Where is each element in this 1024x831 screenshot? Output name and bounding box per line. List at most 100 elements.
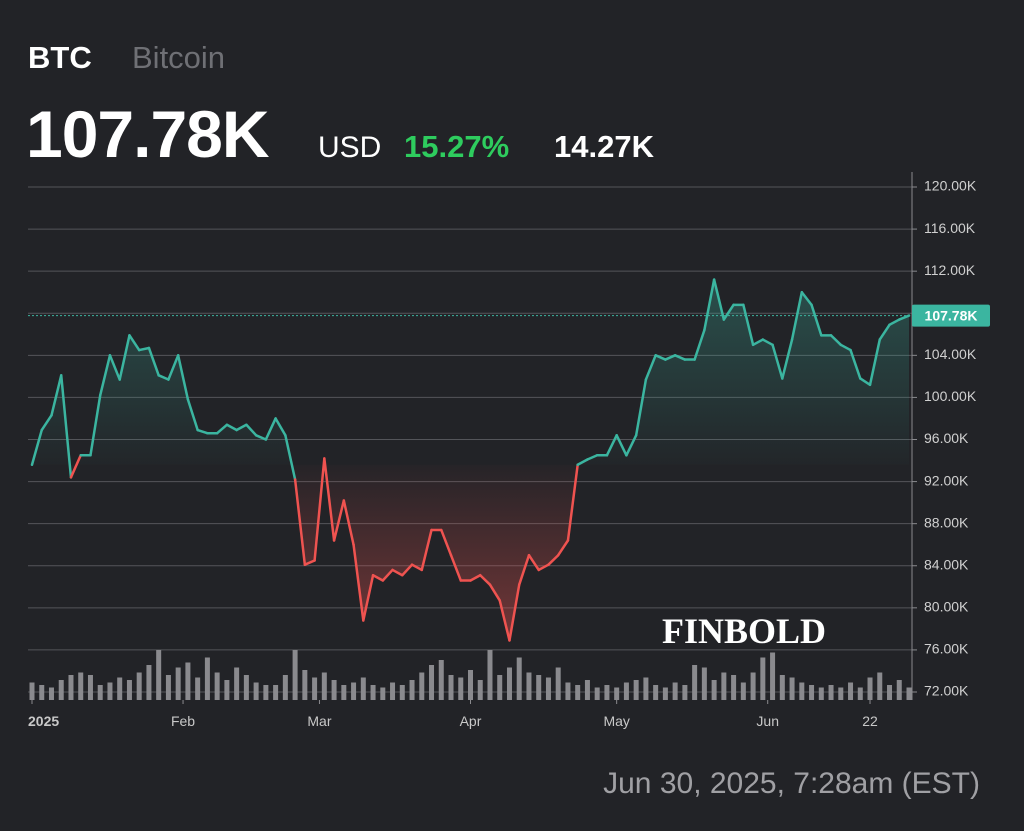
- volume-bar: [536, 675, 542, 700]
- volume-bar: [623, 682, 629, 700]
- volume-bar: [770, 652, 776, 700]
- volume-bar: [195, 677, 201, 700]
- volume-bar: [487, 650, 493, 700]
- volume-bar: [390, 682, 396, 700]
- x-tick-label: Mar: [307, 713, 331, 729]
- volume-bar: [68, 675, 74, 700]
- price-line-segment: [800, 290, 813, 307]
- volume-bar: [58, 680, 64, 700]
- last-price-label: 107.78K: [925, 307, 978, 323]
- volume-bar: [789, 677, 795, 700]
- volume-bar: [185, 662, 191, 700]
- volume-bar: [146, 665, 152, 700]
- last-price-badge: [912, 304, 990, 327]
- plot-area: 72.00K 76.00K 80.00K 84.00K 88.00K 92.00K 96.0…: [28, 172, 990, 729]
- volume-bar: [282, 675, 288, 700]
- price-line-segment: [176, 354, 190, 401]
- price-line-segment: [478, 573, 492, 586]
- y-tick-label: 76.00K: [924, 641, 969, 657]
- x-tick-label: May: [603, 713, 629, 729]
- volume-bar: [906, 687, 912, 700]
- volume-bar: [429, 665, 435, 700]
- volume-bar: [234, 667, 240, 700]
- volume-bar: [526, 672, 532, 700]
- price-line-segment: [118, 334, 131, 381]
- y-tick-label: 72.00K: [924, 683, 969, 699]
- y-tick-label: 96.00K: [924, 430, 969, 446]
- price-line-segment: [888, 318, 901, 327]
- x-tick-label: Feb: [171, 713, 195, 729]
- volume-bar: [78, 672, 84, 700]
- price-line-segment: [625, 434, 638, 457]
- volume-bar: [887, 685, 893, 700]
- volume-bar: [263, 685, 269, 700]
- price-line-segment: [98, 354, 112, 397]
- volume-bar: [575, 685, 581, 700]
- volume-bar: [721, 672, 727, 700]
- y-tick-label: 120.00K: [924, 178, 977, 194]
- y-tick-label: 92.00K: [924, 472, 969, 488]
- price-line-segment: [332, 499, 346, 542]
- volume-bar: [867, 677, 873, 700]
- price: 107.78K: [26, 97, 270, 171]
- price-line-segment: [323, 457, 336, 542]
- volume-bar: [838, 687, 844, 700]
- price-line-segment: [537, 563, 550, 572]
- volume-bar: [204, 657, 210, 700]
- volume-bar: [896, 680, 902, 700]
- volume-bar: [273, 685, 279, 700]
- volume-bar: [545, 677, 551, 700]
- volume-bar: [399, 685, 405, 700]
- price-line-segment: [488, 583, 501, 602]
- price-line-segment: [449, 553, 463, 582]
- y-tick-label: 112.00K: [924, 262, 976, 278]
- y-tick-label: 84.00K: [924, 556, 969, 572]
- price-line-segment: [69, 454, 82, 479]
- volume-bar: [39, 685, 45, 700]
- volume-bar: [48, 687, 54, 700]
- volume-bar: [312, 677, 318, 700]
- price-line-segment: [664, 354, 677, 361]
- price-line-segment: [225, 423, 238, 432]
- volume-bar: [779, 675, 785, 700]
- price-line-segment: [469, 573, 482, 582]
- volume-bar: [672, 682, 678, 700]
- price-line-segment: [352, 543, 365, 622]
- price-line-segment: [381, 568, 394, 582]
- volume-bar: [506, 667, 512, 700]
- price-line-segment: [40, 414, 53, 432]
- volume-bar: [477, 680, 483, 700]
- price-line-segment: [420, 528, 433, 572]
- volume-bar: [828, 685, 834, 700]
- price-line-segment: [781, 338, 794, 380]
- volume-bar: [370, 685, 376, 700]
- volume-bar: [331, 680, 337, 700]
- volume-bar: [438, 660, 444, 700]
- price-line-segment: [274, 417, 287, 437]
- price-line-segment: [566, 463, 579, 542]
- price-line-segment: [186, 398, 199, 432]
- volume-bar: [107, 682, 113, 700]
- price-line-segment: [634, 378, 648, 437]
- y-tick-label: 80.00K: [924, 599, 969, 615]
- price-line-segment: [839, 343, 852, 352]
- price-line-segment: [810, 303, 823, 337]
- volume-bar: [877, 672, 883, 700]
- price-line-segment: [264, 417, 277, 441]
- volume-bar: [165, 675, 171, 700]
- volume-bar: [468, 670, 473, 700]
- price-line-segment: [508, 583, 521, 642]
- price-line-segment: [712, 278, 726, 321]
- price-line-segment: [527, 553, 540, 572]
- price-line-segment: [313, 457, 326, 562]
- price-line-segment: [644, 354, 657, 381]
- volume-bar: [740, 682, 746, 700]
- volume-bar: [224, 680, 230, 700]
- volume-bar: [809, 685, 815, 700]
- price-line-segment: [254, 434, 268, 441]
- price-line-segment: [50, 374, 63, 417]
- volume-bar: [760, 657, 766, 700]
- price-line-segment: [693, 328, 706, 361]
- volume-bar: [692, 665, 698, 700]
